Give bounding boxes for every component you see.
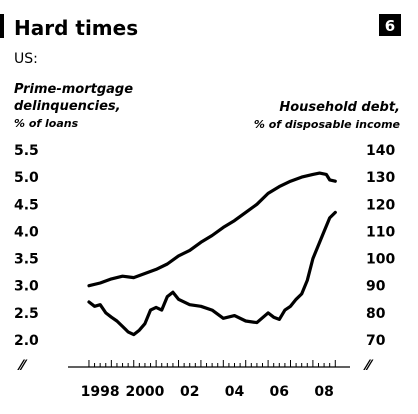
left-tick-label: 3.0 [14, 279, 39, 295]
right-tick-label: 120 [366, 197, 395, 213]
right-tick-label: 110 [366, 224, 395, 240]
left-axis-break-icon: ⁄⁄ [17, 358, 28, 374]
left-tick-label: 4.5 [14, 197, 39, 213]
right-tick-label: 100 [366, 252, 395, 268]
left-tick-label: 5.0 [14, 170, 39, 186]
delinquencies-series-line [87, 210, 337, 337]
left-tick-label: 3.5 [14, 252, 39, 268]
right-tick-label: 70 [366, 333, 386, 349]
x-tick-label: 1998 [81, 384, 120, 400]
right-axis-label-line2: % of disposable income [254, 118, 401, 131]
left-axis-label-line1: Prime-mortgage [14, 82, 133, 97]
chart-subtitle: US: [14, 51, 38, 67]
header-marker [0, 14, 4, 38]
left-tick-label: 5.5 [14, 143, 39, 159]
left-tick-label: 2.0 [14, 333, 39, 349]
left-axis-label-line3: % of loans [14, 117, 79, 130]
right-axis-ticks: 140 130 120 110 100 90 80 70 [366, 143, 395, 349]
chart-number-badge [379, 14, 401, 36]
left-tick-label: 2.5 [14, 306, 39, 322]
right-axis-break-icon: ⁄⁄ [363, 358, 374, 374]
right-tick-label: 140 [366, 143, 395, 159]
series-lines [87, 171, 337, 337]
left-axis-label-line2: delinquencies, [14, 99, 121, 114]
right-tick-label: 80 [366, 306, 386, 322]
left-axis-ticks: 5.5 5.0 4.5 4.0 3.5 3.0 2.5 2.0 [14, 143, 39, 349]
x-tick-label: 06 [270, 384, 289, 400]
x-axis: 1998 2000 02 04 06 08 [68, 360, 350, 400]
x-tick-label: 2000 [125, 384, 164, 400]
x-tick-label: 02 [180, 384, 199, 400]
right-tick-label: 130 [366, 170, 395, 186]
left-tick-label: 4.0 [14, 224, 39, 240]
right-tick-label: 90 [366, 279, 386, 295]
chart-title: Hard times [14, 16, 138, 40]
right-axis-label-line1: Household debt, [279, 100, 400, 115]
household-debt-series-line [87, 171, 337, 288]
x-tick-label: 04 [225, 384, 245, 400]
chart-number: 6 [385, 17, 395, 35]
x-tick-label: 08 [314, 384, 333, 400]
